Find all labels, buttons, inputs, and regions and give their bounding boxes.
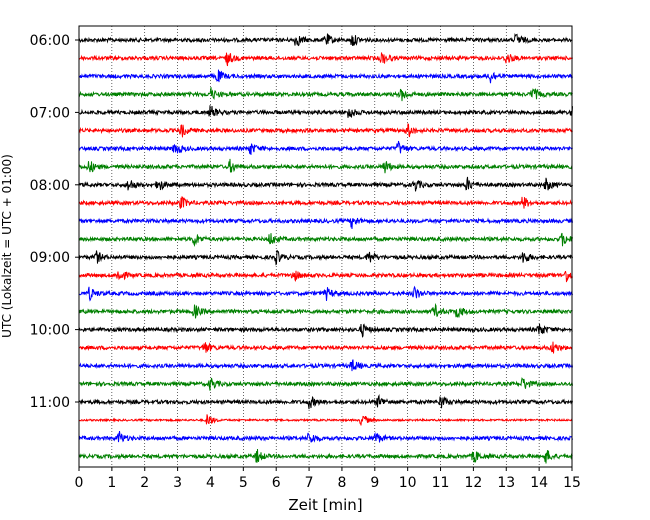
trace-line [78,430,573,443]
x-tick-label: 15 [563,475,581,491]
trace-line [78,285,573,302]
plot-background [79,26,572,467]
y-axis-ticks: 06:00 07:00 08:00 09:00 10:00 11:00 [30,33,79,411]
x-tick-label: 11 [432,475,450,491]
trace-line [78,69,573,84]
x-tick-label: 8 [337,475,346,491]
trace-line [78,359,573,372]
trace-line [78,249,573,266]
x-tick-label: 13 [497,475,515,491]
trace-line [78,32,573,47]
x-tick-label: 0 [75,475,84,491]
y-axis-label: UTC (Lokalzeit = UTC + 01:00) [0,154,14,338]
trace-line [78,393,573,410]
x-axis-ticks: 0 1 2 3 4 5 6 7 8 9 10 11 12 13 14 15 [75,467,581,491]
plot-frame [78,25,573,468]
trace-line [78,52,573,67]
x-tick-label: 12 [464,475,482,491]
trace-line [78,158,573,174]
trace-line [78,140,573,155]
y-tick-label: 08:00 [30,178,70,194]
trace-line [78,448,573,464]
trace-line [78,217,573,230]
y-tick-label: 10:00 [30,323,70,339]
trace-line [78,232,573,248]
y-tick-label: 11:00 [30,395,70,411]
y-tick-label: 07:00 [30,105,70,121]
trace-line [78,377,573,391]
trace-line [78,302,573,319]
x-tick-label: 4 [206,475,215,491]
x-tick-label: 1 [107,475,116,491]
x-tick-label: 7 [305,475,314,491]
x-tick-label: 14 [530,475,548,491]
trace-line [78,270,573,283]
trace-line [78,87,573,102]
trace-line [78,105,573,118]
x-tick-label: 6 [272,475,281,491]
x-tick-label: 2 [140,475,149,491]
trace-line [78,123,573,138]
x-tick-label: 10 [399,475,417,491]
y-tick-label: 06:00 [30,33,70,49]
x-axis-label: Zeit [min] [288,496,362,514]
x-tick-label: 3 [173,475,182,491]
trace-line [78,341,573,354]
x-tick-label: 9 [370,475,379,491]
trace-line [78,196,573,209]
trace-line [78,176,573,192]
y-tick-label: 09:00 [30,250,70,266]
trace-line [78,414,573,426]
seismic-traces [78,32,573,464]
x-tick-label: 5 [239,475,248,491]
trace-line [78,323,573,338]
